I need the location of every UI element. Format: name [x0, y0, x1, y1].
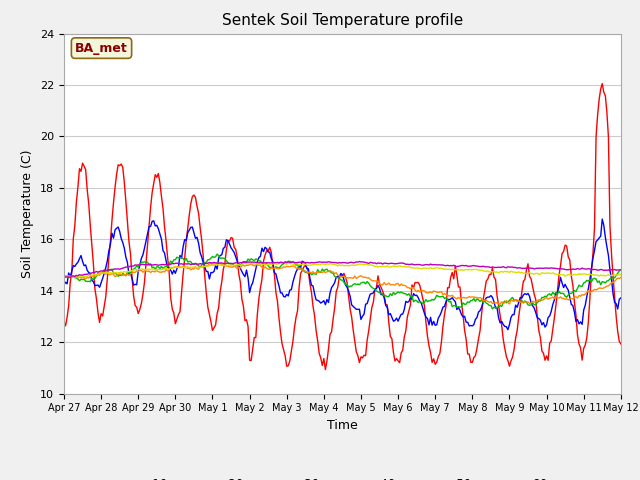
-50cm [246, 260, 253, 265]
Y-axis label: Soil Temperature (C): Soil Temperature (C) [22, 149, 35, 278]
-10cm [617, 341, 625, 347]
-60cm [164, 262, 172, 267]
-50cm [380, 264, 388, 269]
Line: -10cm: -10cm [64, 84, 621, 370]
-60cm [410, 262, 417, 267]
-60cm [379, 261, 387, 267]
Line: -30cm: -30cm [64, 254, 621, 309]
-50cm [165, 266, 173, 272]
-40cm [552, 293, 559, 299]
-40cm [397, 281, 405, 287]
-10cm [76, 166, 83, 171]
-10cm [164, 255, 172, 261]
-50cm [552, 271, 559, 277]
-20cm [598, 216, 606, 222]
-50cm [412, 265, 419, 271]
-20cm [617, 295, 625, 301]
-40cm [60, 274, 68, 279]
Line: -50cm: -50cm [64, 263, 621, 277]
-30cm [410, 299, 417, 305]
X-axis label: Time: Time [327, 419, 358, 432]
-20cm [504, 327, 512, 333]
-60cm [617, 267, 625, 273]
-10cm [379, 288, 387, 294]
-20cm [60, 282, 68, 288]
-10cm [60, 319, 68, 324]
-50cm [60, 274, 68, 280]
-40cm [379, 282, 387, 288]
Title: Sentek Soil Temperature profile: Sentek Soil Temperature profile [222, 13, 463, 28]
-30cm [76, 278, 83, 284]
-20cm [396, 314, 403, 320]
-40cm [164, 268, 172, 274]
-30cm [379, 291, 387, 297]
-60cm [397, 260, 405, 266]
-30cm [552, 290, 559, 296]
Line: -40cm: -40cm [64, 264, 621, 304]
-50cm [61, 275, 69, 280]
-30cm [164, 264, 172, 269]
-10cm [397, 350, 405, 356]
-20cm [408, 296, 416, 302]
-60cm [550, 265, 558, 271]
-50cm [617, 272, 625, 277]
-30cm [617, 267, 625, 273]
-20cm [76, 256, 83, 262]
-10cm [598, 81, 606, 86]
-10cm [550, 315, 558, 321]
-30cm [213, 251, 221, 257]
-30cm [397, 289, 405, 295]
-40cm [617, 275, 625, 280]
-20cm [164, 265, 172, 271]
-30cm [488, 306, 496, 312]
-30cm [60, 273, 68, 279]
Line: -60cm: -60cm [64, 262, 621, 277]
Legend: -10cm, -20cm, -30cm, -40cm, -50cm, -60cm: -10cm, -20cm, -30cm, -40cm, -50cm, -60cm [115, 473, 570, 480]
Line: -20cm: -20cm [64, 219, 621, 330]
-50cm [77, 274, 85, 279]
-40cm [215, 261, 223, 266]
-10cm [410, 285, 417, 290]
-40cm [410, 285, 417, 291]
-60cm [76, 272, 83, 277]
-10cm [321, 367, 329, 372]
-40cm [76, 274, 83, 280]
-50cm [399, 264, 406, 270]
-20cm [377, 292, 385, 298]
-20cm [550, 297, 558, 303]
Text: BA_met: BA_met [75, 42, 128, 55]
-60cm [356, 259, 364, 264]
-60cm [60, 275, 68, 280]
-40cm [497, 301, 504, 307]
